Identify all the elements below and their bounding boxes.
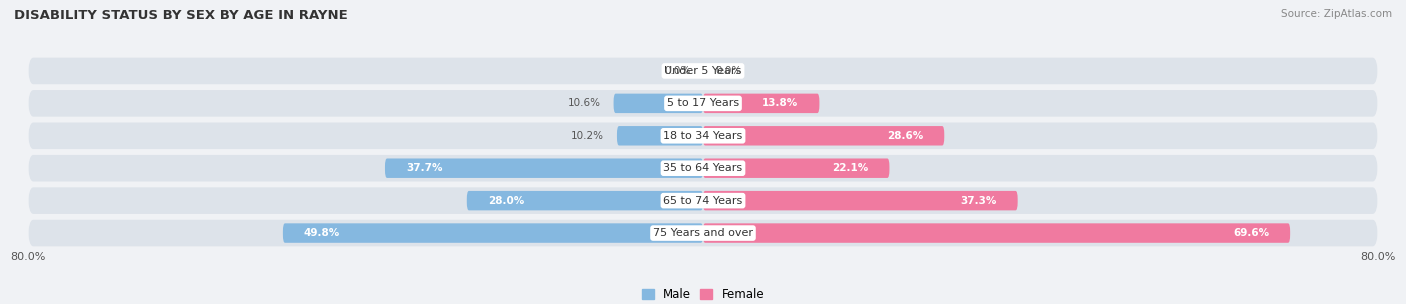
FancyBboxPatch shape: [283, 223, 703, 243]
Text: 28.6%: 28.6%: [887, 131, 924, 141]
Text: 5 to 17 Years: 5 to 17 Years: [666, 98, 740, 108]
Text: 35 to 64 Years: 35 to 64 Years: [664, 163, 742, 173]
FancyBboxPatch shape: [28, 123, 1378, 149]
FancyBboxPatch shape: [703, 191, 1018, 210]
Text: 22.1%: 22.1%: [832, 163, 869, 173]
Text: 13.8%: 13.8%: [762, 98, 799, 108]
Text: 37.7%: 37.7%: [406, 163, 443, 173]
FancyBboxPatch shape: [28, 58, 1378, 84]
Text: 18 to 34 Years: 18 to 34 Years: [664, 131, 742, 141]
Text: 37.3%: 37.3%: [960, 196, 997, 206]
Text: 69.6%: 69.6%: [1233, 228, 1270, 238]
Text: Source: ZipAtlas.com: Source: ZipAtlas.com: [1281, 9, 1392, 19]
FancyBboxPatch shape: [703, 223, 1291, 243]
FancyBboxPatch shape: [613, 94, 703, 113]
Text: 75 Years and over: 75 Years and over: [652, 228, 754, 238]
Text: 0.0%: 0.0%: [664, 66, 690, 76]
Text: 28.0%: 28.0%: [488, 196, 524, 206]
FancyBboxPatch shape: [617, 126, 703, 146]
Text: 65 to 74 Years: 65 to 74 Years: [664, 196, 742, 206]
Text: DISABILITY STATUS BY SEX BY AGE IN RAYNE: DISABILITY STATUS BY SEX BY AGE IN RAYNE: [14, 9, 347, 22]
FancyBboxPatch shape: [703, 94, 820, 113]
Text: 49.8%: 49.8%: [304, 228, 340, 238]
Legend: Male, Female: Male, Female: [637, 283, 769, 304]
FancyBboxPatch shape: [385, 158, 703, 178]
FancyBboxPatch shape: [28, 187, 1378, 214]
Text: Under 5 Years: Under 5 Years: [665, 66, 741, 76]
FancyBboxPatch shape: [28, 90, 1378, 117]
FancyBboxPatch shape: [28, 155, 1378, 181]
FancyBboxPatch shape: [467, 191, 703, 210]
FancyBboxPatch shape: [703, 126, 945, 146]
Text: 0.0%: 0.0%: [716, 66, 742, 76]
FancyBboxPatch shape: [703, 158, 890, 178]
Text: 10.2%: 10.2%: [571, 131, 605, 141]
FancyBboxPatch shape: [28, 220, 1378, 246]
Text: 10.6%: 10.6%: [568, 98, 600, 108]
